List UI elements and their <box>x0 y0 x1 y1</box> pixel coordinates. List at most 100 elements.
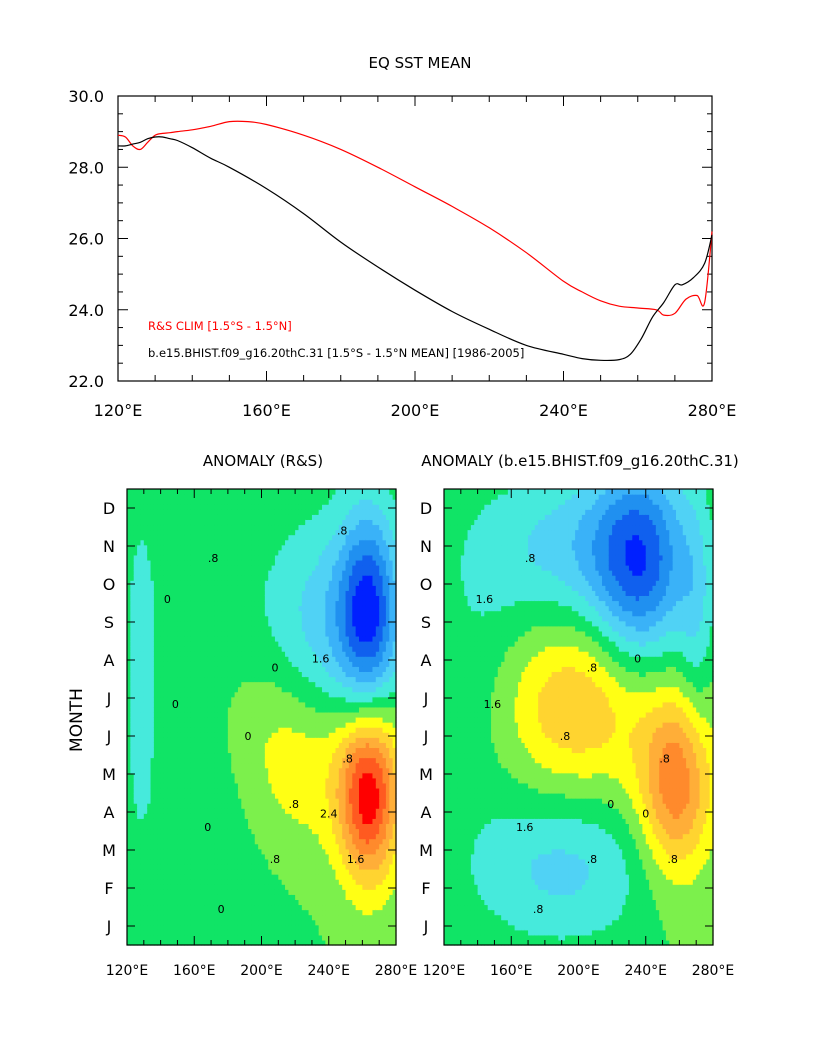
heatmap-cell <box>281 889 286 895</box>
heatmap-cell <box>174 696 179 703</box>
heatmap-cell <box>254 909 259 916</box>
heatmap-cell <box>231 524 236 531</box>
heatmap-cell <box>204 732 209 738</box>
heatmap-cell <box>150 671 155 678</box>
heatmap-cell <box>133 762 138 769</box>
heatmap-cell <box>180 691 185 698</box>
heatmap-cell <box>241 914 246 921</box>
heatmap-cell <box>204 681 209 688</box>
heatmap-cell <box>207 843 212 850</box>
heatmap-cell <box>167 894 172 900</box>
heatmap-cell <box>170 798 175 804</box>
heatmap-cell <box>133 782 138 789</box>
heatmap-cell <box>174 828 179 835</box>
heatmap-cell <box>190 585 195 591</box>
heatmap-cell <box>214 676 219 683</box>
heatmap-cell <box>137 919 142 926</box>
heatmap-cell <box>130 737 135 743</box>
heatmap-cell <box>214 615 219 622</box>
heatmap-cell <box>254 858 259 865</box>
heatmap-cell <box>140 742 145 748</box>
heatmap-cell <box>308 706 313 713</box>
heatmap-cell <box>170 671 175 678</box>
heatmap-cell <box>234 554 239 561</box>
heatmap-cell <box>153 580 158 586</box>
heatmap-cell <box>130 843 135 850</box>
heatmap-cell <box>143 874 148 880</box>
heatmap-cell <box>234 722 239 728</box>
heatmap-cell <box>224 869 229 875</box>
heatmap-cell <box>211 686 216 693</box>
heatmap-cell <box>241 635 246 642</box>
heatmap-cell <box>221 711 226 718</box>
heatmap-cell <box>150 711 155 718</box>
heatmap-cell <box>194 762 199 769</box>
heatmap-cell <box>281 737 286 743</box>
heatmap-cell <box>180 661 185 667</box>
heatmap-cell <box>170 651 175 657</box>
heatmap-cell <box>147 858 152 865</box>
heatmap-cell <box>190 504 195 510</box>
heatmap-cell <box>264 681 269 688</box>
heatmap-cell <box>147 899 152 906</box>
heatmap-cell <box>130 641 135 647</box>
heatmap-cell <box>147 701 152 708</box>
heatmap-cell <box>254 894 259 900</box>
heatmap-cell <box>197 813 202 819</box>
heatmap-cell <box>163 666 168 672</box>
heatmap-cell <box>224 489 229 495</box>
heatmap-cell <box>187 752 192 759</box>
heatmap-cell <box>227 808 232 814</box>
heatmap-cell <box>143 686 148 693</box>
heatmap-cell <box>137 803 142 809</box>
heatmap-cell <box>187 762 192 769</box>
heatmap-cell <box>207 939 212 946</box>
heatmap-cell <box>180 787 185 794</box>
heatmap-cell <box>137 863 142 870</box>
heatmap-cell <box>214 904 219 911</box>
heatmap-cell <box>167 666 172 672</box>
heatmap-cell <box>207 833 212 840</box>
heatmap-cell <box>224 701 229 708</box>
heatmap-cell <box>163 722 168 728</box>
heatmap-cell <box>184 549 189 556</box>
heatmap-cell <box>170 615 175 622</box>
heatmap-cell <box>153 635 158 642</box>
heatmap-cell <box>133 737 138 743</box>
heatmap-cell <box>224 671 229 678</box>
heatmap-cell <box>241 529 246 536</box>
heatmap-cell <box>190 874 195 880</box>
heatmap-cell <box>227 737 232 743</box>
heatmap-cell <box>291 762 296 769</box>
heatmap-cell <box>281 499 286 505</box>
heatmap-cell <box>177 686 182 693</box>
heatmap-cell <box>177 874 182 880</box>
heatmap-cell <box>150 722 155 728</box>
heatmap-cell <box>157 782 162 789</box>
heatmap-cell <box>241 747 246 754</box>
heatmap-cell <box>167 803 172 809</box>
heatmap-cell <box>130 853 135 860</box>
heatmap-cell <box>140 884 145 890</box>
heatmap-cell <box>180 494 185 500</box>
series-line-model <box>117 136 713 362</box>
heatmap-cell <box>200 787 205 794</box>
heatmap-cell <box>177 838 182 845</box>
heatmap-cell <box>140 858 145 865</box>
heatmap-cell <box>147 514 152 520</box>
heatmap-cell <box>157 544 162 551</box>
heatmap-cell <box>137 924 142 931</box>
heatmap-cell <box>174 565 179 571</box>
heatmap-cell <box>227 585 232 591</box>
heatmap-cell <box>227 666 232 672</box>
heatmap-cell <box>184 934 189 941</box>
heatmap-cell <box>227 646 232 652</box>
heatmap-cell <box>291 838 296 845</box>
heatmap-cell <box>130 833 135 840</box>
heatmap-cell <box>130 661 135 667</box>
heatmap-cell <box>143 671 148 678</box>
heatmap-cell <box>184 519 189 526</box>
heatmap-cell <box>187 919 192 926</box>
heatmap-cell <box>281 686 286 693</box>
heatmap-cell <box>217 661 222 667</box>
